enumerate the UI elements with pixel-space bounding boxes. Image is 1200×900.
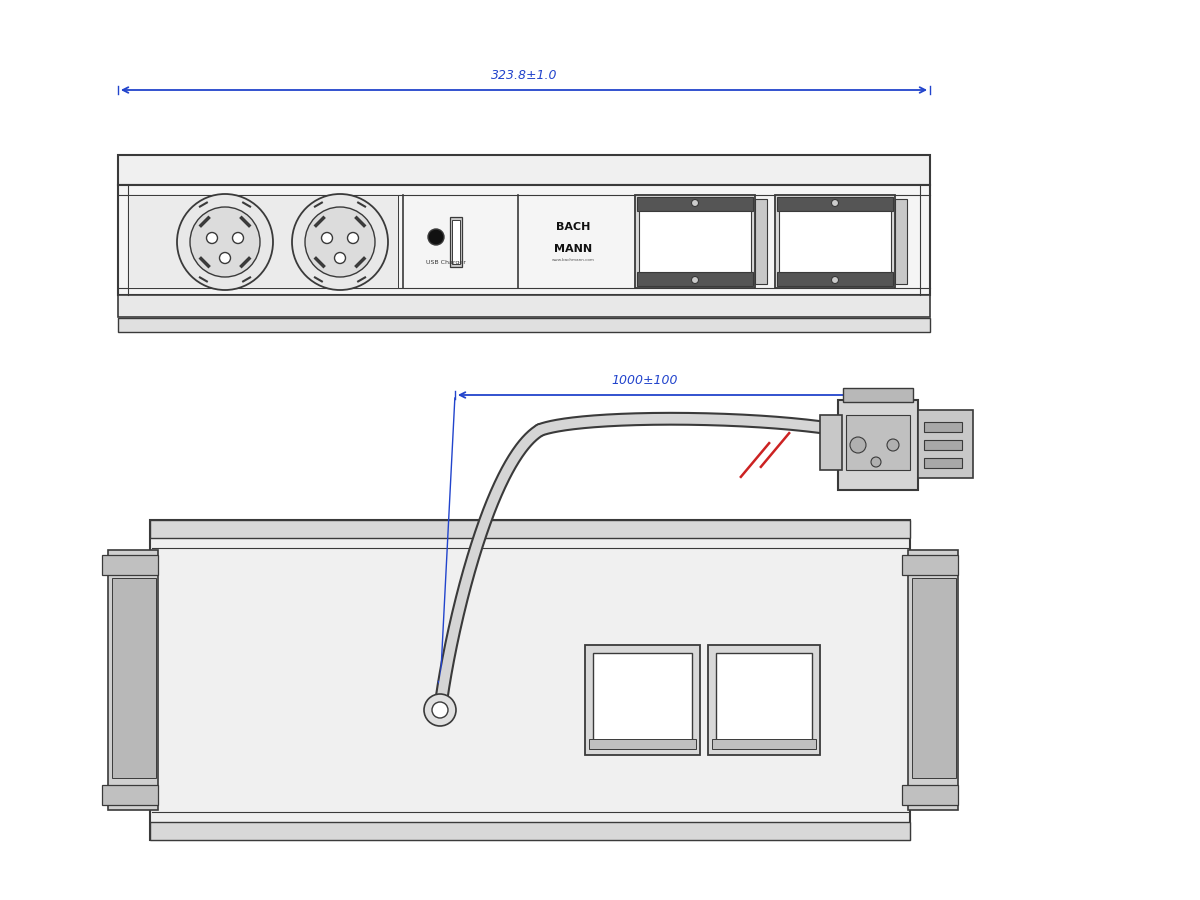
Text: 323.8±1.0: 323.8±1.0	[491, 69, 557, 82]
Bar	[895, 199, 907, 284]
Circle shape	[871, 457, 881, 467]
Bar	[918, 410, 973, 478]
Bar	[708, 645, 820, 755]
Bar	[118, 295, 930, 317]
Bar	[108, 550, 158, 810]
Circle shape	[322, 232, 332, 244]
Text: MANN: MANN	[554, 244, 592, 254]
Circle shape	[691, 200, 698, 206]
Bar	[635, 195, 755, 288]
Circle shape	[832, 276, 839, 284]
Circle shape	[206, 232, 217, 244]
Bar	[102, 555, 158, 575]
Bar	[589, 739, 696, 749]
Bar	[150, 520, 910, 840]
Circle shape	[428, 229, 444, 245]
Bar	[775, 195, 895, 288]
Bar	[150, 822, 910, 840]
Bar	[128, 195, 398, 288]
Bar	[902, 785, 958, 805]
Bar	[778, 197, 893, 211]
Bar	[150, 520, 910, 538]
Bar	[118, 185, 930, 295]
Bar	[924, 458, 962, 468]
Bar	[586, 645, 700, 755]
Bar	[450, 217, 462, 267]
Circle shape	[348, 232, 359, 244]
Bar	[112, 578, 156, 778]
Bar	[912, 578, 956, 778]
Bar	[102, 785, 158, 805]
Circle shape	[220, 253, 230, 264]
Bar	[716, 653, 812, 747]
Text: USB Charger: USB Charger	[426, 260, 466, 265]
Circle shape	[832, 200, 839, 206]
Circle shape	[691, 276, 698, 284]
Circle shape	[233, 232, 244, 244]
Circle shape	[178, 194, 274, 290]
Circle shape	[305, 207, 374, 277]
Bar	[640, 211, 751, 272]
Circle shape	[292, 194, 388, 290]
Bar	[924, 440, 962, 450]
Bar	[755, 199, 767, 284]
Bar	[118, 155, 930, 185]
Bar	[593, 653, 692, 747]
Bar	[778, 272, 893, 286]
Bar	[820, 415, 842, 470]
Bar	[118, 318, 930, 332]
Circle shape	[432, 702, 448, 718]
Bar	[712, 739, 816, 749]
Bar	[637, 197, 754, 211]
Circle shape	[850, 437, 866, 453]
Circle shape	[887, 439, 899, 451]
Circle shape	[424, 694, 456, 726]
Bar	[842, 388, 913, 402]
Bar	[846, 415, 910, 470]
Circle shape	[335, 253, 346, 264]
Bar	[908, 550, 958, 810]
Text: www.bachmann.com: www.bachmann.com	[552, 258, 594, 262]
Text: BACH: BACH	[556, 222, 590, 232]
Bar	[779, 211, 890, 272]
Bar	[902, 555, 958, 575]
Text: 1000±100: 1000±100	[612, 374, 678, 387]
Bar	[452, 220, 460, 264]
Bar	[637, 272, 754, 286]
Bar	[838, 400, 918, 490]
Bar	[924, 422, 962, 432]
Circle shape	[190, 207, 260, 277]
